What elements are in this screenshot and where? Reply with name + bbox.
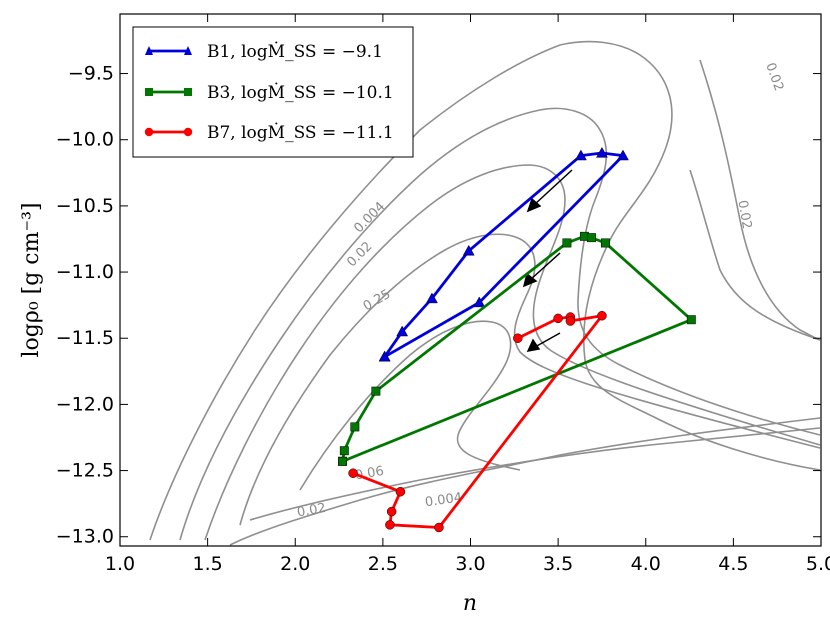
data-point [617,149,629,161]
x-tick-label: 4.5 [718,553,748,575]
legend-marker-b1 [145,46,153,55]
contour-label: 0.02 [734,199,754,230]
y-axis-ticks: −9.5 −10.0 −10.5 −11.0 −11.5 −12.0 −12.5 −13.0 [56,63,821,548]
contour-lower-1 [229,417,821,546]
legend-marker-b7 [183,127,193,137]
data-point [553,313,563,324]
x-axis-ticks: 1.0 1.5 2.0 2.5 3.0 3.5 4.0 4.5 5.0 [105,14,830,575]
data-point [473,296,486,308]
contour-lines [149,40,821,546]
arrow-head [526,338,541,352]
y-tick-label: −11.0 [56,261,114,283]
data-point [686,315,696,325]
y-tick-label: −11.5 [56,327,114,349]
data-point [350,422,360,432]
contour-lower-2 [249,427,821,521]
x-tick-label: 2.0 [280,553,310,575]
data-point [565,316,576,326]
direction-arrows [522,169,573,352]
contour-4 [239,233,821,526]
legend-marker-b1 [184,46,192,55]
x-tick-label: 3.0 [455,553,485,575]
contour-3 [204,164,821,541]
data-point [338,456,348,466]
legend-label-b1: B1, logṀ_SS = −9.1 [207,41,383,62]
data-point [426,292,438,304]
y-tick-label: −12.5 [56,460,114,482]
y-tick-label: −13.0 [56,526,114,548]
y-tick-label: −10.5 [56,195,114,217]
y-axis-title: logρ₀ [g cm⁻³] [19,203,44,358]
arrow-head [526,197,542,213]
data-point [562,238,572,248]
x-tick-label: 5.0 [806,553,830,575]
arrow-line [533,169,573,206]
legend-marker-b7 [144,127,154,137]
data-point [371,386,381,396]
data-point [597,310,607,321]
contour-right-2 [689,169,821,341]
legend: B1, logṀ_SS = −9.1 B3, logṀ_SS = −10.1 B… [132,26,414,158]
data-point [378,350,391,362]
legend-label-b7: B7, logṀ_SS = −11.1 [207,122,394,143]
contour-5 [299,320,521,491]
x-axis-title: n [463,591,477,616]
data-point [395,486,406,497]
legend-marker-b3 [184,88,192,96]
x-tick-label: 2.5 [368,553,398,575]
contour-label: 0.004 [424,490,463,510]
arrow-line [529,252,561,281]
series-line-2 [341,234,693,463]
data-point [386,506,397,517]
data-point [434,522,444,533]
x-tick-label: 1.0 [105,553,135,575]
x-tick-label: 1.5 [193,553,223,575]
legend-marker-b3 [145,88,153,96]
data-point [574,149,587,161]
x-tick-label: 4.0 [631,553,661,575]
data-point [385,520,395,530]
data-point [396,325,409,337]
y-tick-label: −10.0 [56,129,114,151]
y-tick-label: −9.5 [68,63,114,85]
data-point [462,244,475,256]
contour-2 [179,107,821,541]
series-line-3 [352,314,604,529]
x-tick-label: 3.5 [543,553,573,575]
series-layer [338,146,696,533]
legend-label-b3: B3, logṀ_SS = −10.1 [207,82,394,103]
arrow-head [522,272,538,288]
data-point [348,468,358,478]
data-point [339,446,349,456]
y-tick-label: −12.0 [56,393,114,415]
contour-right-1 [699,59,821,341]
data-point [596,146,608,158]
contour-label: 0.02 [296,501,327,521]
arrow-line [534,332,561,348]
data-point [513,333,523,343]
contour-outer [149,40,821,541]
data-point [600,238,610,248]
data-point [586,233,596,243]
contour-label: 0.06 [354,464,385,484]
